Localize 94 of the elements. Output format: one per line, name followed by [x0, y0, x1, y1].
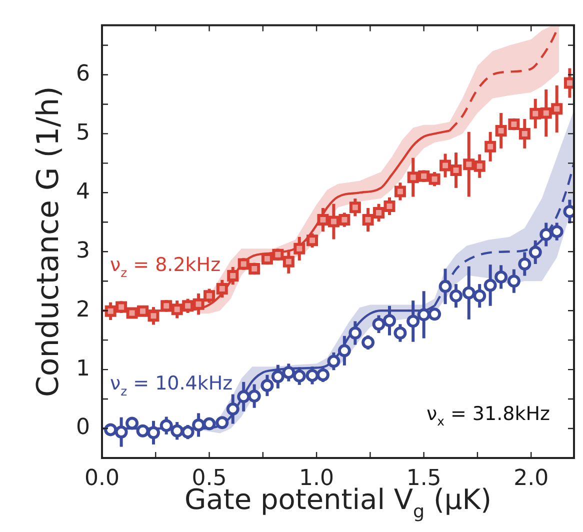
- point: [550, 225, 564, 238]
- point: [146, 426, 160, 440]
- point: [462, 286, 476, 300]
- point: [372, 318, 386, 331]
- point: [495, 125, 507, 136]
- point: [116, 301, 128, 313]
- point: [540, 228, 553, 242]
- point: [137, 305, 149, 317]
- point: [406, 314, 420, 328]
- point: [528, 246, 542, 259]
- point: [171, 304, 183, 316]
- point: [202, 417, 216, 430]
- point: [272, 248, 284, 260]
- point: [248, 262, 260, 274]
- point: [327, 354, 340, 368]
- point: [438, 280, 452, 293]
- point: [338, 214, 350, 226]
- point: [136, 424, 150, 438]
- point: [226, 402, 240, 416]
- point: [292, 370, 306, 383]
- point: [204, 290, 216, 302]
- point: [418, 170, 430, 182]
- point: [484, 278, 497, 292]
- point: [440, 160, 452, 172]
- x-tick-label: 0.0: [84, 466, 120, 491]
- y-tick-label: 0: [76, 415, 90, 440]
- point: [170, 424, 184, 438]
- y-tick-label: 2: [76, 297, 90, 322]
- point: [518, 128, 530, 140]
- point: [428, 173, 440, 185]
- point: [474, 160, 486, 172]
- point: [182, 300, 194, 312]
- point: [473, 289, 486, 302]
- point: [181, 426, 194, 439]
- x-tick-label: 2.0: [514, 466, 549, 491]
- point: [348, 326, 362, 340]
- point: [338, 344, 351, 358]
- point: [463, 158, 475, 170]
- point: [317, 214, 329, 226]
- point: [216, 283, 228, 295]
- point: [508, 118, 520, 130]
- y-tick-label: 5: [76, 120, 90, 146]
- point: [104, 305, 116, 317]
- point: [450, 164, 462, 176]
- y-tick-label: 3: [76, 238, 90, 264]
- point: [362, 336, 375, 349]
- point: [306, 368, 319, 382]
- point: [126, 416, 139, 430]
- point: [316, 368, 330, 382]
- point: [373, 206, 385, 218]
- point: [384, 200, 396, 212]
- point: [192, 298, 204, 310]
- point: [484, 140, 496, 152]
- point: [160, 419, 173, 432]
- y-axis-title: Conductance G (1/h): [31, 86, 66, 398]
- point: [248, 390, 261, 403]
- point: [282, 366, 296, 379]
- point: [237, 390, 250, 404]
- point: [407, 172, 419, 184]
- point: [417, 308, 430, 322]
- point: [394, 326, 407, 340]
- point: [192, 418, 206, 432]
- point: [160, 300, 172, 312]
- point: [238, 258, 250, 270]
- point: [518, 258, 532, 271]
- point: [564, 77, 574, 89]
- point: [349, 202, 361, 214]
- point: [126, 307, 138, 319]
- point: [507, 274, 520, 288]
- point: [271, 370, 284, 384]
- point: [216, 416, 229, 430]
- point: [282, 256, 294, 268]
- y-tick-label: 1: [76, 356, 90, 382]
- point: [494, 270, 508, 284]
- point: [394, 186, 406, 198]
- x-tick-label: 1.0: [299, 466, 334, 491]
- point: [261, 252, 273, 264]
- point: [148, 310, 160, 322]
- point: [260, 378, 274, 392]
- point: [114, 426, 128, 439]
- point: [530, 108, 542, 120]
- y-tick-label: 4: [76, 179, 90, 204]
- point: [306, 234, 318, 246]
- point: [104, 423, 118, 436]
- point: [551, 103, 563, 115]
- point: [428, 308, 442, 321]
- point: [328, 216, 340, 228]
- point: [227, 270, 239, 282]
- y-tick-label: 6: [76, 61, 90, 86]
- point: [450, 289, 462, 302]
- point: [540, 107, 552, 119]
- point: [294, 242, 306, 254]
- point: [362, 214, 374, 226]
- point: [382, 314, 396, 328]
